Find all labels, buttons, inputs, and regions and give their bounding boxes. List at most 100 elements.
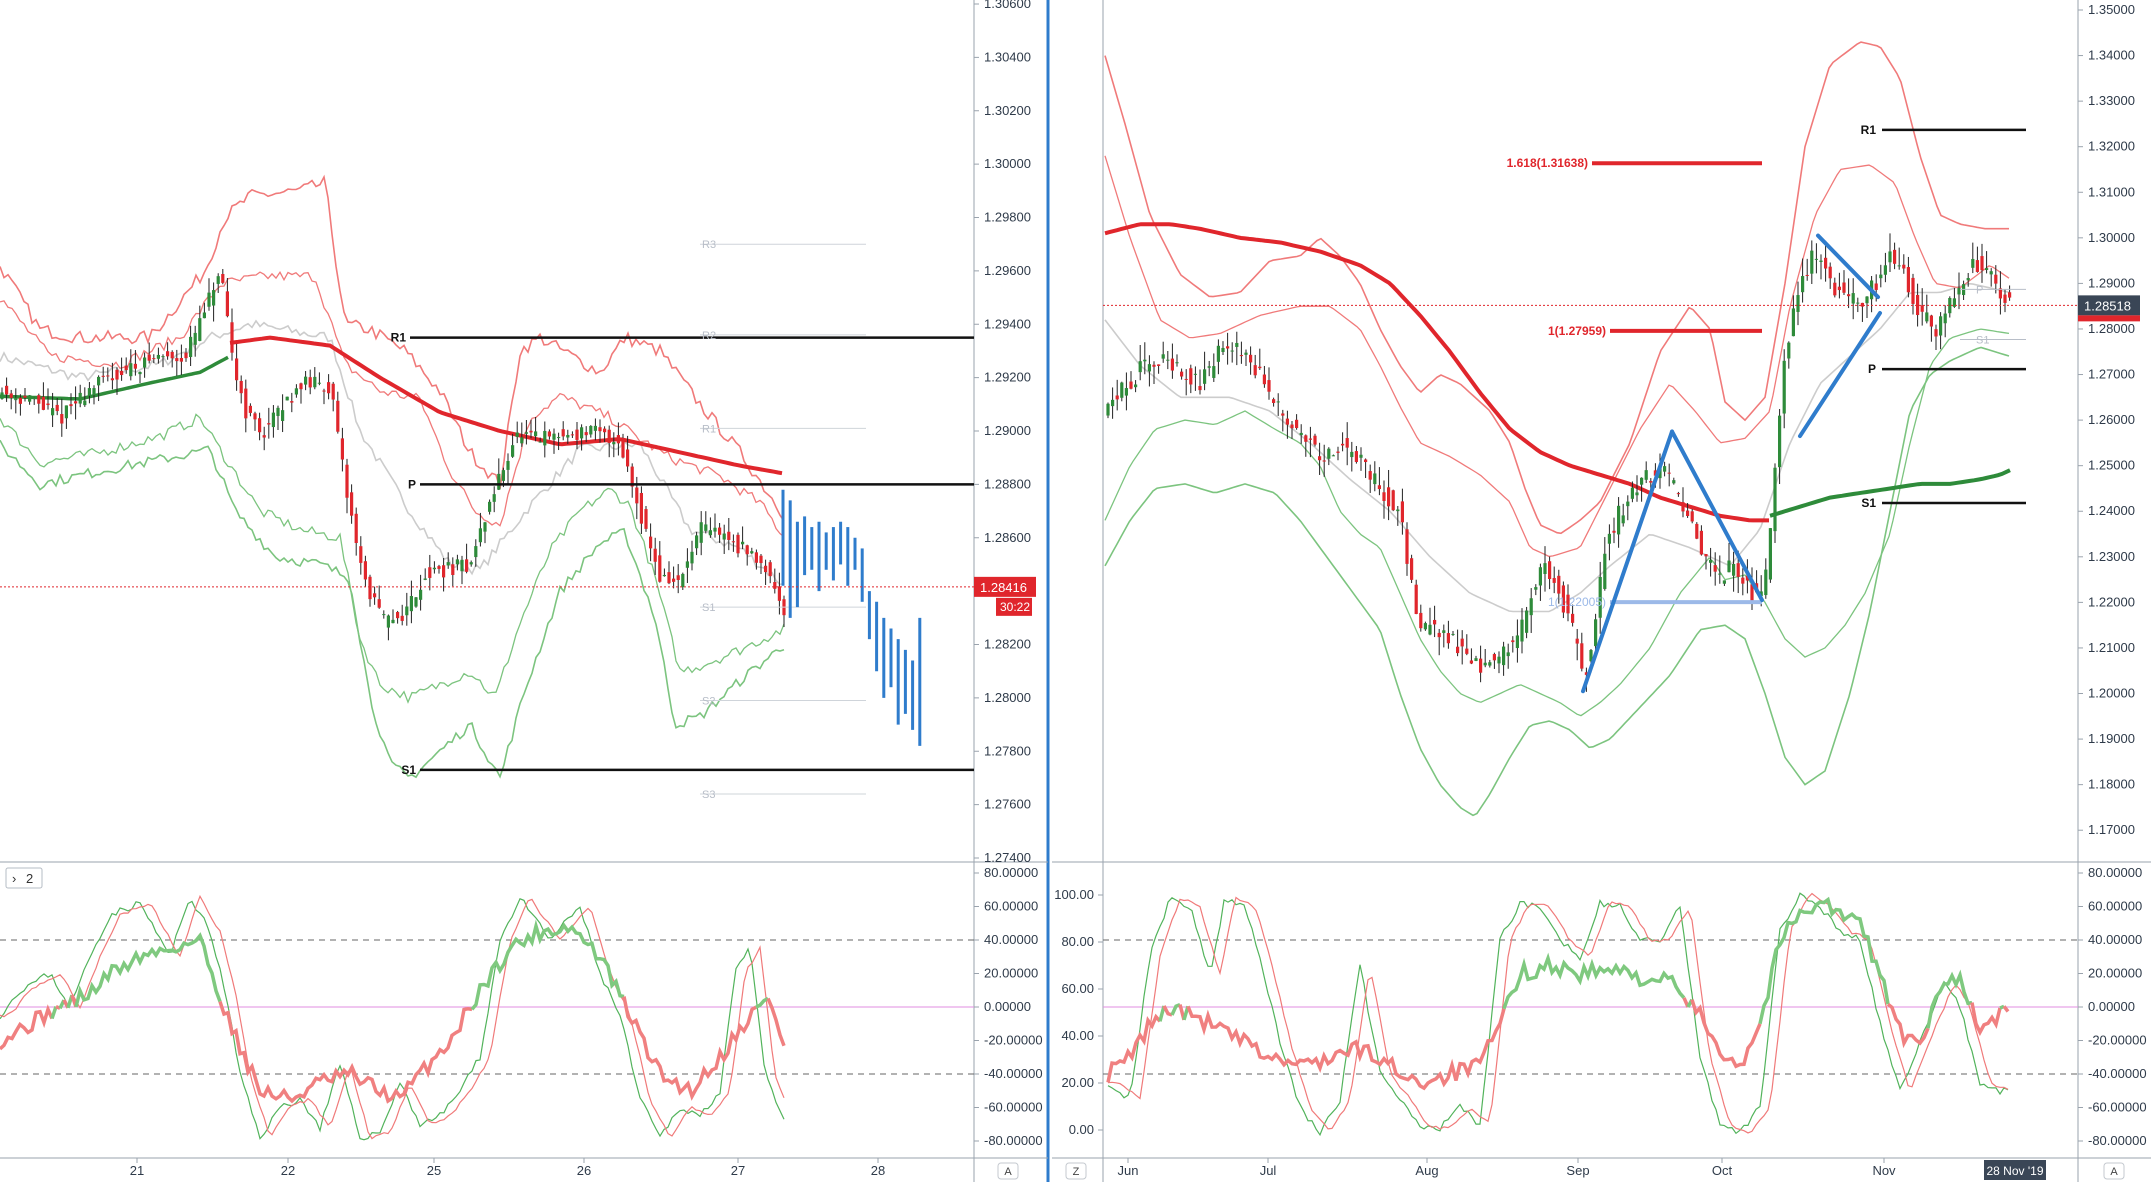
upper-outer-band <box>1104 41 2009 535</box>
current-price-value: 1.28518 <box>2084 298 2131 313</box>
left-main-plot: R1 P S1 R3 R2 R1 S1 S2 S3 <box>0 174 974 801</box>
oscillator-segment <box>218 1000 473 1104</box>
up-candle <box>87 388 91 396</box>
down-candle <box>1612 530 1616 533</box>
down-candle <box>1368 471 1372 480</box>
time-tick-label: 28 <box>871 1163 885 1178</box>
right-time-axis[interactable]: Jun Jul Aug Sep Oct Nov <box>1118 1158 1897 1178</box>
lower-inner-band <box>0 413 785 704</box>
up-candle <box>1207 366 1211 368</box>
up-candle <box>1732 564 1736 576</box>
down-candle <box>23 395 27 398</box>
time-tick-label: 21 <box>130 1163 144 1178</box>
down-candle <box>400 615 404 621</box>
right-price-axis[interactable]: 1.35000 1.34000 1.33000 1.32000 1.31000 1.300… <box>1054 2 2146 1148</box>
indicator-tick-label: 20.00000 <box>2088 966 2142 981</box>
down-candle <box>773 582 777 589</box>
up-candle <box>386 615 390 628</box>
down-candle <box>37 395 41 404</box>
up-candle <box>1607 533 1611 544</box>
up-candle <box>1810 250 1814 274</box>
down-candle <box>1934 329 1938 337</box>
down-candle <box>1189 368 1193 385</box>
up-candle <box>501 470 505 481</box>
left-time-axis[interactable]: 21 22 25 26 27 28 <box>130 1158 885 1178</box>
down-candle <box>1893 249 1897 264</box>
down-candle <box>363 561 367 580</box>
indicator-left-tick-label: 100.00 <box>1054 887 1094 902</box>
up-candle <box>1851 293 1855 304</box>
down-candle <box>1479 658 1483 673</box>
down-candle <box>1239 355 1243 357</box>
stochastic-d-line <box>0 894 785 1140</box>
oscillator-segment <box>1162 1005 1173 1017</box>
down-candle <box>1653 470 1657 476</box>
down-candle <box>658 555 662 582</box>
down-candle <box>1226 346 1230 349</box>
indicator-tick-label: -20.00000 <box>2088 1033 2147 1048</box>
up-candle <box>681 573 685 588</box>
up-candle <box>492 494 496 502</box>
up-candle <box>1888 251 1892 263</box>
up-candle <box>1138 361 1142 373</box>
down-candle <box>221 274 225 283</box>
indicator-tick-label: -80.00000 <box>984 1133 1043 1148</box>
right-price-pane[interactable] <box>1052 0 2151 862</box>
up-candle <box>1672 480 1676 484</box>
down-candle <box>9 393 13 398</box>
down-candle <box>1975 260 1979 272</box>
down-candle <box>639 493 643 524</box>
up-candle <box>1428 624 1432 635</box>
up-candle <box>1529 598 1533 616</box>
up-candle <box>662 574 666 577</box>
down-candle <box>1285 418 1289 425</box>
faint-pivot-label: S1 <box>702 602 715 614</box>
down-candle <box>1456 646 1460 654</box>
time-tick-label: Aug <box>1415 1163 1438 1178</box>
up-candle <box>198 318 202 341</box>
down-candle <box>290 401 294 403</box>
up-candle <box>1143 359 1147 362</box>
down-candle <box>101 375 105 377</box>
down-candle <box>5 385 9 395</box>
down-candle <box>451 564 455 575</box>
up-candle <box>552 433 556 440</box>
oscillator-segment <box>1158 1005 1166 1022</box>
down-candle <box>1998 288 2002 299</box>
pattern-line <box>1581 429 1674 694</box>
up-candle <box>276 407 280 416</box>
up-candle <box>216 276 220 284</box>
down-candle <box>1258 366 1262 369</box>
up-candle <box>1879 274 1883 279</box>
pivot-label-r1: R1 <box>1861 123 1877 137</box>
down-candle <box>635 487 639 504</box>
up-candle <box>1971 258 1975 268</box>
price-tick-label: 1.24000 <box>2088 503 2135 518</box>
up-candle <box>391 619 395 624</box>
price-tick-label: 1.20000 <box>2088 686 2135 701</box>
price-tick-label: 1.27800 <box>984 743 1031 758</box>
down-candle <box>1561 585 1565 613</box>
up-candle <box>1299 432 1303 436</box>
up-candle <box>92 388 96 396</box>
down-candle <box>1198 386 1202 391</box>
oscillator-segment <box>470 919 625 1011</box>
up-candle <box>1768 528 1772 580</box>
down-candle <box>1446 633 1450 644</box>
up-candle <box>1764 569 1768 596</box>
down-candle <box>1713 565 1717 572</box>
down-candle <box>248 405 252 413</box>
down-candle <box>777 586 781 601</box>
down-candle <box>179 357 183 362</box>
current-price-value: 1.28416 <box>980 580 1027 595</box>
left-price-pane[interactable] <box>0 0 1048 862</box>
left-price-axis[interactable]: 1.30600 1.30400 1.30200 1.30000 1.29800 1.296… <box>974 0 1043 1148</box>
up-candle <box>1640 477 1644 485</box>
faint-pivot-label: S2 <box>702 696 715 708</box>
up-candle <box>1759 591 1763 597</box>
countdown-badge <box>996 597 1032 616</box>
price-tick-label: 1.18000 <box>2088 777 2135 792</box>
down-candle <box>1272 399 1276 403</box>
down-candle <box>1129 381 1133 389</box>
